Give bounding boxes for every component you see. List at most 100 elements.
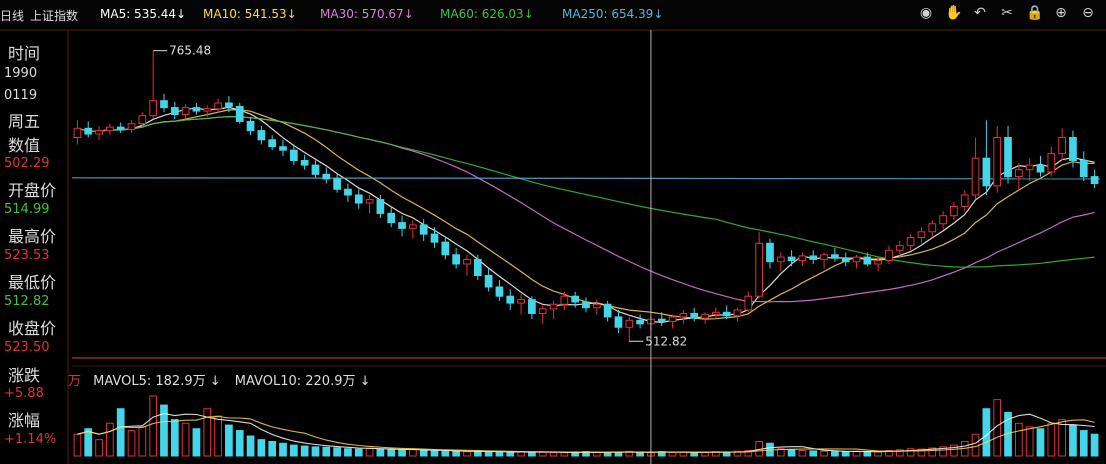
weekday-value: 周五 bbox=[8, 112, 41, 131]
lock-icon[interactable]: 🔒 bbox=[1026, 5, 1044, 21]
candle bbox=[409, 220, 417, 239]
candle-body bbox=[517, 299, 525, 304]
volume-bar bbox=[538, 451, 547, 457]
candle bbox=[950, 201, 958, 221]
candle bbox=[1090, 169, 1099, 189]
candle bbox=[885, 245, 893, 264]
candle-body bbox=[885, 249, 893, 262]
volume-bar bbox=[160, 404, 168, 457]
candle-body bbox=[1090, 176, 1099, 185]
period-label[interactable]: 日线 bbox=[0, 9, 25, 23]
chart-frame bbox=[0, 29, 1106, 464]
candle bbox=[895, 241, 904, 258]
volume-bar bbox=[419, 450, 428, 457]
volume-ma-mavol10 bbox=[77, 415, 1095, 453]
volume-bar bbox=[225, 424, 233, 457]
candle bbox=[289, 144, 298, 166]
candle-body bbox=[571, 295, 580, 303]
candle-body bbox=[246, 120, 255, 132]
volume-bar bbox=[300, 445, 309, 457]
minus-icon[interactable]: ⊖ bbox=[1082, 5, 1094, 21]
volume-bar bbox=[701, 451, 709, 457]
candle-body bbox=[160, 100, 168, 109]
candle bbox=[257, 126, 266, 145]
change-value: +5.88 bbox=[4, 386, 44, 401]
candle-body bbox=[852, 256, 861, 263]
volume-bar bbox=[246, 435, 255, 457]
candle-body bbox=[993, 137, 1002, 187]
volume-bar bbox=[268, 440, 277, 457]
volume-bar bbox=[928, 447, 937, 457]
candle-body bbox=[679, 312, 688, 318]
candle-body bbox=[73, 127, 82, 139]
candle-body bbox=[733, 309, 742, 317]
candle bbox=[657, 312, 666, 327]
candle bbox=[517, 293, 525, 315]
index-name[interactable]: 上证指数 bbox=[30, 9, 79, 23]
ma-legend-ma5: MA5: 535.44↓ bbox=[100, 7, 187, 21]
candle bbox=[668, 314, 677, 329]
candle bbox=[711, 307, 720, 320]
candle-body bbox=[1004, 137, 1012, 178]
volume-bar bbox=[138, 426, 147, 457]
volume-bar bbox=[895, 449, 904, 457]
candle bbox=[387, 206, 396, 228]
volume-bars bbox=[73, 395, 1099, 457]
volume-bar bbox=[354, 448, 363, 457]
annotation-high-price: 765.48 bbox=[169, 44, 211, 58]
candle-body bbox=[289, 149, 298, 161]
candle-body bbox=[387, 212, 396, 224]
volume-bar bbox=[452, 450, 461, 457]
volume-bar bbox=[398, 449, 406, 457]
volume-bar bbox=[560, 452, 569, 457]
open-label: 开盘价 bbox=[8, 181, 57, 200]
candle bbox=[571, 291, 580, 308]
annotation-low-price: 512.82 bbox=[645, 334, 687, 348]
scissors-icon[interactable]: ✂ bbox=[1001, 5, 1013, 21]
mavol10-arrow: ↓ bbox=[359, 374, 371, 389]
candle bbox=[333, 174, 341, 193]
candle-body bbox=[614, 316, 623, 328]
info-panel: 时间 1990 0119 周五 数值 502.29 开盘价 514.99 最高价… bbox=[0, 32, 68, 464]
volume-bar bbox=[787, 448, 796, 457]
volume-bar bbox=[592, 451, 601, 457]
pct-value: +1.14% bbox=[4, 432, 57, 447]
candle bbox=[354, 189, 363, 209]
candle bbox=[1069, 130, 1077, 168]
candle-body bbox=[409, 224, 417, 229]
candle-body bbox=[874, 260, 883, 265]
price-annotations: 765.48 512.82 bbox=[153, 44, 687, 348]
candlesticks bbox=[73, 51, 1099, 343]
candle-body bbox=[1058, 137, 1066, 155]
candle bbox=[1047, 146, 1056, 177]
volume-bar bbox=[463, 451, 471, 457]
candle bbox=[311, 160, 320, 178]
candle-body bbox=[225, 102, 233, 107]
volume-bar bbox=[1036, 428, 1045, 457]
candle bbox=[776, 252, 785, 271]
volume-bar bbox=[528, 451, 536, 457]
candle bbox=[603, 300, 612, 322]
candle-body bbox=[419, 224, 428, 235]
candle-body bbox=[798, 255, 807, 262]
candle-body bbox=[441, 241, 450, 256]
ma-line-ma30 bbox=[77, 115, 1095, 303]
candle-body bbox=[365, 199, 374, 204]
candle-body bbox=[560, 295, 569, 305]
candle-body bbox=[1036, 164, 1045, 173]
candle-body bbox=[235, 105, 244, 122]
volume-bar bbox=[495, 451, 504, 457]
hand-icon[interactable]: ✋ bbox=[945, 5, 963, 21]
volume-bar bbox=[1069, 424, 1077, 457]
volume-header: 万 MAVOL5: 182.9万 ↓ MAVOL10: 220.9万 ↓ bbox=[68, 370, 371, 389]
mavol5-label: MAVOL5: bbox=[93, 374, 152, 389]
candle-body bbox=[116, 126, 125, 130]
volume-bar bbox=[874, 451, 883, 457]
candle bbox=[614, 310, 623, 333]
undo-icon[interactable]: ↶ bbox=[974, 5, 986, 21]
candle-body bbox=[592, 303, 601, 309]
eye-icon[interactable]: ◉ bbox=[919, 5, 933, 21]
volume-bar bbox=[365, 447, 374, 457]
plus-icon[interactable]: ⊕ bbox=[1055, 5, 1067, 21]
